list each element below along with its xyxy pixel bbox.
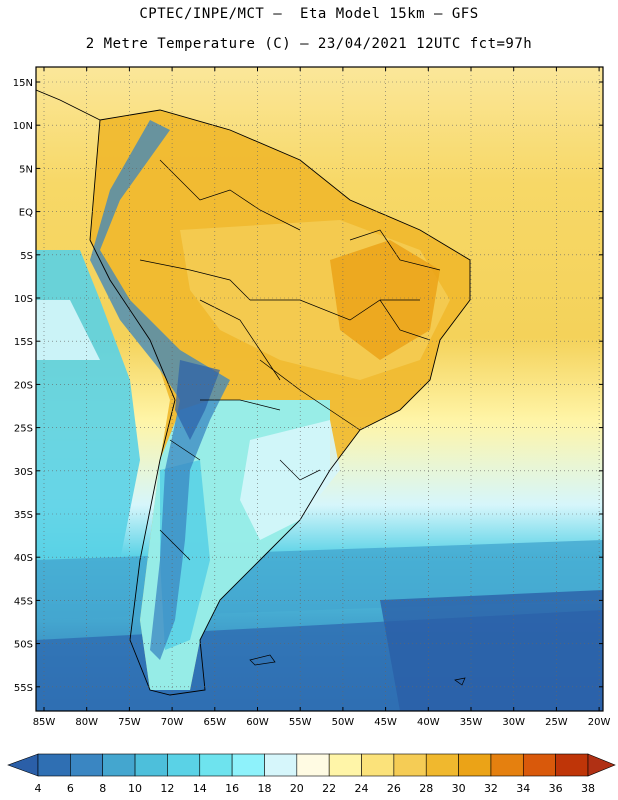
colorbar-label: 12 — [160, 782, 174, 795]
chart-title-line1: CPTEC/INPE/MCT – Eta Model 15km – GFS — [139, 6, 479, 22]
colorbar-segment — [296, 753, 330, 777]
colorbar-segment — [425, 753, 459, 777]
colorbar-label: 28 — [419, 782, 433, 795]
colorbar-segment — [361, 753, 395, 777]
colorbar-label: 20 — [290, 782, 304, 795]
colorbar-label: 4 — [35, 782, 42, 795]
lat-tick-label: 35S — [14, 510, 33, 521]
lon-tick-label: 65W — [203, 717, 226, 728]
longitude-axis: 85W 80W 75W 70W 65W 60W 55W 50W 45W 40W 35W 30W 25W 2… — [33, 67, 611, 728]
colorbar-label: 26 — [387, 782, 401, 795]
colorbar-segment — [393, 753, 427, 777]
colorbar-label: 14 — [193, 782, 207, 795]
colorbar-segment — [134, 753, 168, 777]
lat-tick-label: 5N — [19, 164, 33, 175]
lon-tick-label: 40W — [417, 717, 440, 728]
lon-tick-label: 80W — [75, 717, 98, 728]
map-gridlines — [36, 67, 603, 711]
colorbar-label: 24 — [355, 782, 369, 795]
map-field — [36, 67, 603, 711]
colorbar-segment — [199, 753, 233, 777]
colorbar-segment — [522, 753, 556, 777]
colorbar-segment — [328, 753, 362, 777]
colorbar-segment — [231, 753, 265, 777]
colorbar-segment — [555, 753, 589, 777]
colorbar-label: 32 — [484, 782, 498, 795]
colorbar-label: 22 — [322, 782, 336, 795]
colorbar-label: 34 — [516, 782, 530, 795]
colorbar-segment — [490, 753, 524, 777]
chart-title-line2: 2 Metre Temperature (C) – 23/04/2021 12U… — [85, 36, 533, 52]
colorbar-left-arrow — [7, 753, 39, 777]
colorbar-label: 6 — [67, 782, 74, 795]
colorbar-label: 10 — [128, 782, 142, 795]
lon-tick-label: 55W — [289, 717, 312, 728]
lon-tick-label: 60W — [246, 717, 269, 728]
lon-tick-label: 70W — [161, 717, 184, 728]
colorbar-segment — [264, 753, 298, 777]
lon-tick-label: 45W — [374, 717, 397, 728]
lat-tick-label: 55S — [14, 683, 33, 694]
lat-tick-label: 15N — [13, 78, 33, 89]
lat-tick-label: 20S — [14, 380, 33, 391]
lat-tick-label: 30S — [14, 467, 33, 478]
colorbar-segment — [102, 753, 136, 777]
lat-tick-label: 10N — [13, 121, 33, 132]
colorbar-label: 8 — [99, 782, 106, 795]
lon-tick-label: 75W — [118, 717, 141, 728]
colorbar-segment — [70, 753, 104, 777]
lat-tick-label: 5S — [20, 251, 33, 262]
lat-tick-label: EQ — [19, 208, 33, 219]
lat-tick-label: 50S — [14, 640, 33, 651]
lon-tick-label: 50W — [332, 717, 355, 728]
lat-tick-label: 10S — [14, 294, 33, 305]
lon-tick-label: 30W — [502, 717, 525, 728]
colorbar-segment — [167, 753, 201, 777]
colorbar-segment — [458, 753, 492, 777]
colorbar-label: 30 — [452, 782, 466, 795]
lat-tick-label: 40S — [14, 553, 33, 564]
lon-tick-label: 25W — [545, 717, 568, 728]
colorbar-label: 38 — [581, 782, 595, 795]
colorbar — [7, 753, 616, 777]
latitude-axis: 15N 10N 5N EQ 5S 10S 15S 20S 25S 30S 35S 40S 45S 50S 5… — [13, 78, 603, 694]
map-frame — [35, 66, 604, 712]
lon-tick-label: 20W — [588, 717, 611, 728]
colorbar-segment — [37, 753, 71, 777]
lon-tick-label: 35W — [460, 717, 483, 728]
colorbar-label: 16 — [225, 782, 239, 795]
colorbar-right-arrow — [587, 753, 616, 777]
colorbar-label: 18 — [257, 782, 271, 795]
lat-tick-label: 25S — [14, 424, 33, 435]
colorbar-labels: 4 6 8 10 12 14 16 18 20 22 24 26 28 30 32 34 36 38 — [35, 782, 596, 795]
lon-tick-label: 85W — [33, 717, 56, 728]
lat-tick-label: 45S — [14, 596, 33, 607]
colorbar-label: 36 — [549, 782, 563, 795]
lat-tick-label: 15S — [14, 337, 33, 348]
